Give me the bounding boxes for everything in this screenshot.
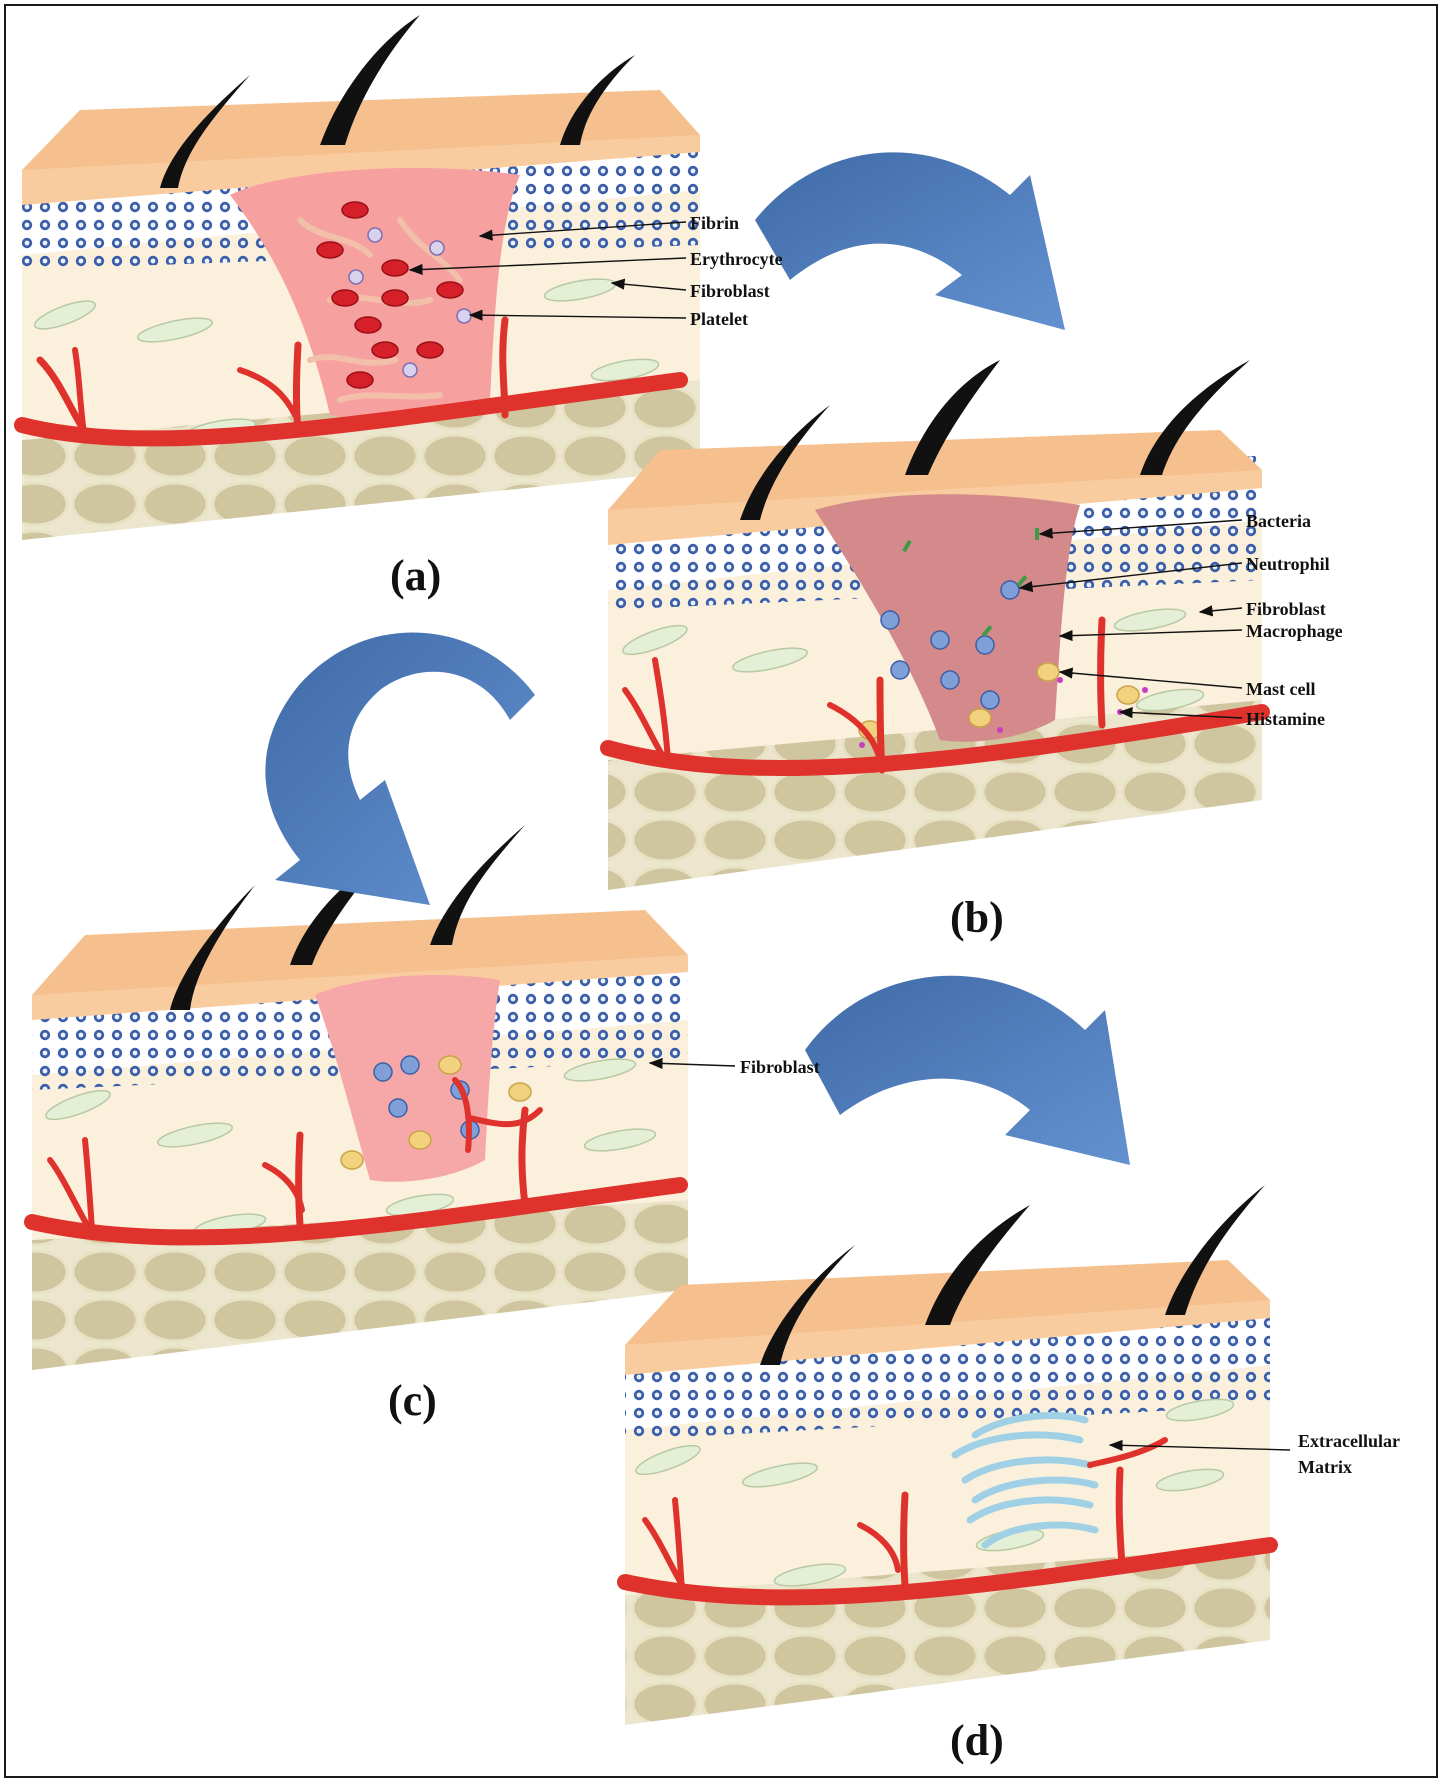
panel-letter-c: (c) bbox=[388, 1376, 437, 1425]
fibroblast-cells bbox=[635, 1398, 1235, 1587]
label-macrophage: Macrophage bbox=[1246, 621, 1343, 641]
callout-leader-lines bbox=[408, 221, 1291, 1451]
wound-granulation bbox=[315, 975, 500, 1182]
hair-strands bbox=[740, 360, 1250, 520]
panel-a-labels: Fibrin Erythrocyte Fibroblast Platelet (… bbox=[390, 213, 783, 600]
extracellular-matrix-fibers bbox=[951, 1412, 1099, 1549]
arrow-a-to-b bbox=[755, 152, 1065, 330]
label-bacteria: Bacteria bbox=[1246, 511, 1311, 531]
platelets bbox=[348, 227, 472, 378]
panel-c-proliferation bbox=[24, 825, 688, 1370]
blood-vessel bbox=[14, 316, 688, 447]
immune-cells bbox=[880, 580, 1020, 710]
arrow-b-to-c bbox=[265, 632, 535, 905]
panel-letter-a: (a) bbox=[390, 551, 441, 600]
hair-strands bbox=[760, 1185, 1265, 1365]
subcutis-layer bbox=[22, 380, 700, 540]
label-histamine: Histamine bbox=[1246, 709, 1325, 729]
label-mast-cell: Mast cell bbox=[1246, 679, 1315, 699]
erythrocytes bbox=[316, 201, 464, 389]
panel-b-inflammation bbox=[600, 360, 1270, 890]
figure-border bbox=[4, 4, 1438, 1778]
subcutis-layer bbox=[608, 700, 1262, 890]
mast-cells bbox=[340, 1055, 532, 1170]
label-fibrin: Fibrin bbox=[690, 213, 739, 233]
label-fibroblast: Fibroblast bbox=[690, 281, 770, 301]
label-fibroblast: Fibroblast bbox=[740, 1057, 820, 1077]
blood-vessel bbox=[24, 1077, 688, 1246]
label-extracellular: Extracellular bbox=[1298, 1431, 1400, 1451]
label-fibroblast: Fibroblast bbox=[1246, 599, 1326, 619]
blood-vessel bbox=[617, 1437, 1278, 1606]
blood-vessel bbox=[600, 616, 1270, 776]
arrow-c-to-d bbox=[805, 975, 1130, 1165]
panel-letter-d: (d) bbox=[950, 1716, 1004, 1765]
stage-transition-arrows bbox=[265, 152, 1130, 1165]
panel-c-labels: Fibroblast (c) bbox=[388, 1057, 820, 1425]
panel-letter-b: (b) bbox=[950, 893, 1004, 942]
fibroblast-cells bbox=[622, 608, 1205, 712]
label-neutrophil: Neutrophil bbox=[1246, 554, 1330, 574]
panel-a-hemostasis bbox=[14, 15, 700, 540]
wound-inflamed bbox=[815, 494, 1080, 742]
basal-cell-layer bbox=[625, 1300, 1270, 1440]
panel-b-labels: Bacteria Neutrophil Fibroblast Macrophag… bbox=[950, 511, 1343, 942]
hair-strands bbox=[160, 15, 635, 188]
panel-d-labels: Extracellular Matrix (d) bbox=[950, 1431, 1400, 1765]
panel-d-remodeling bbox=[617, 1185, 1278, 1725]
wound-clot bbox=[230, 167, 520, 420]
epidermis-edge bbox=[625, 1300, 1270, 1375]
label-matrix: Matrix bbox=[1298, 1457, 1352, 1477]
label-platelet: Platelet bbox=[690, 309, 748, 329]
label-erythrocyte: Erythrocyte bbox=[690, 249, 783, 269]
